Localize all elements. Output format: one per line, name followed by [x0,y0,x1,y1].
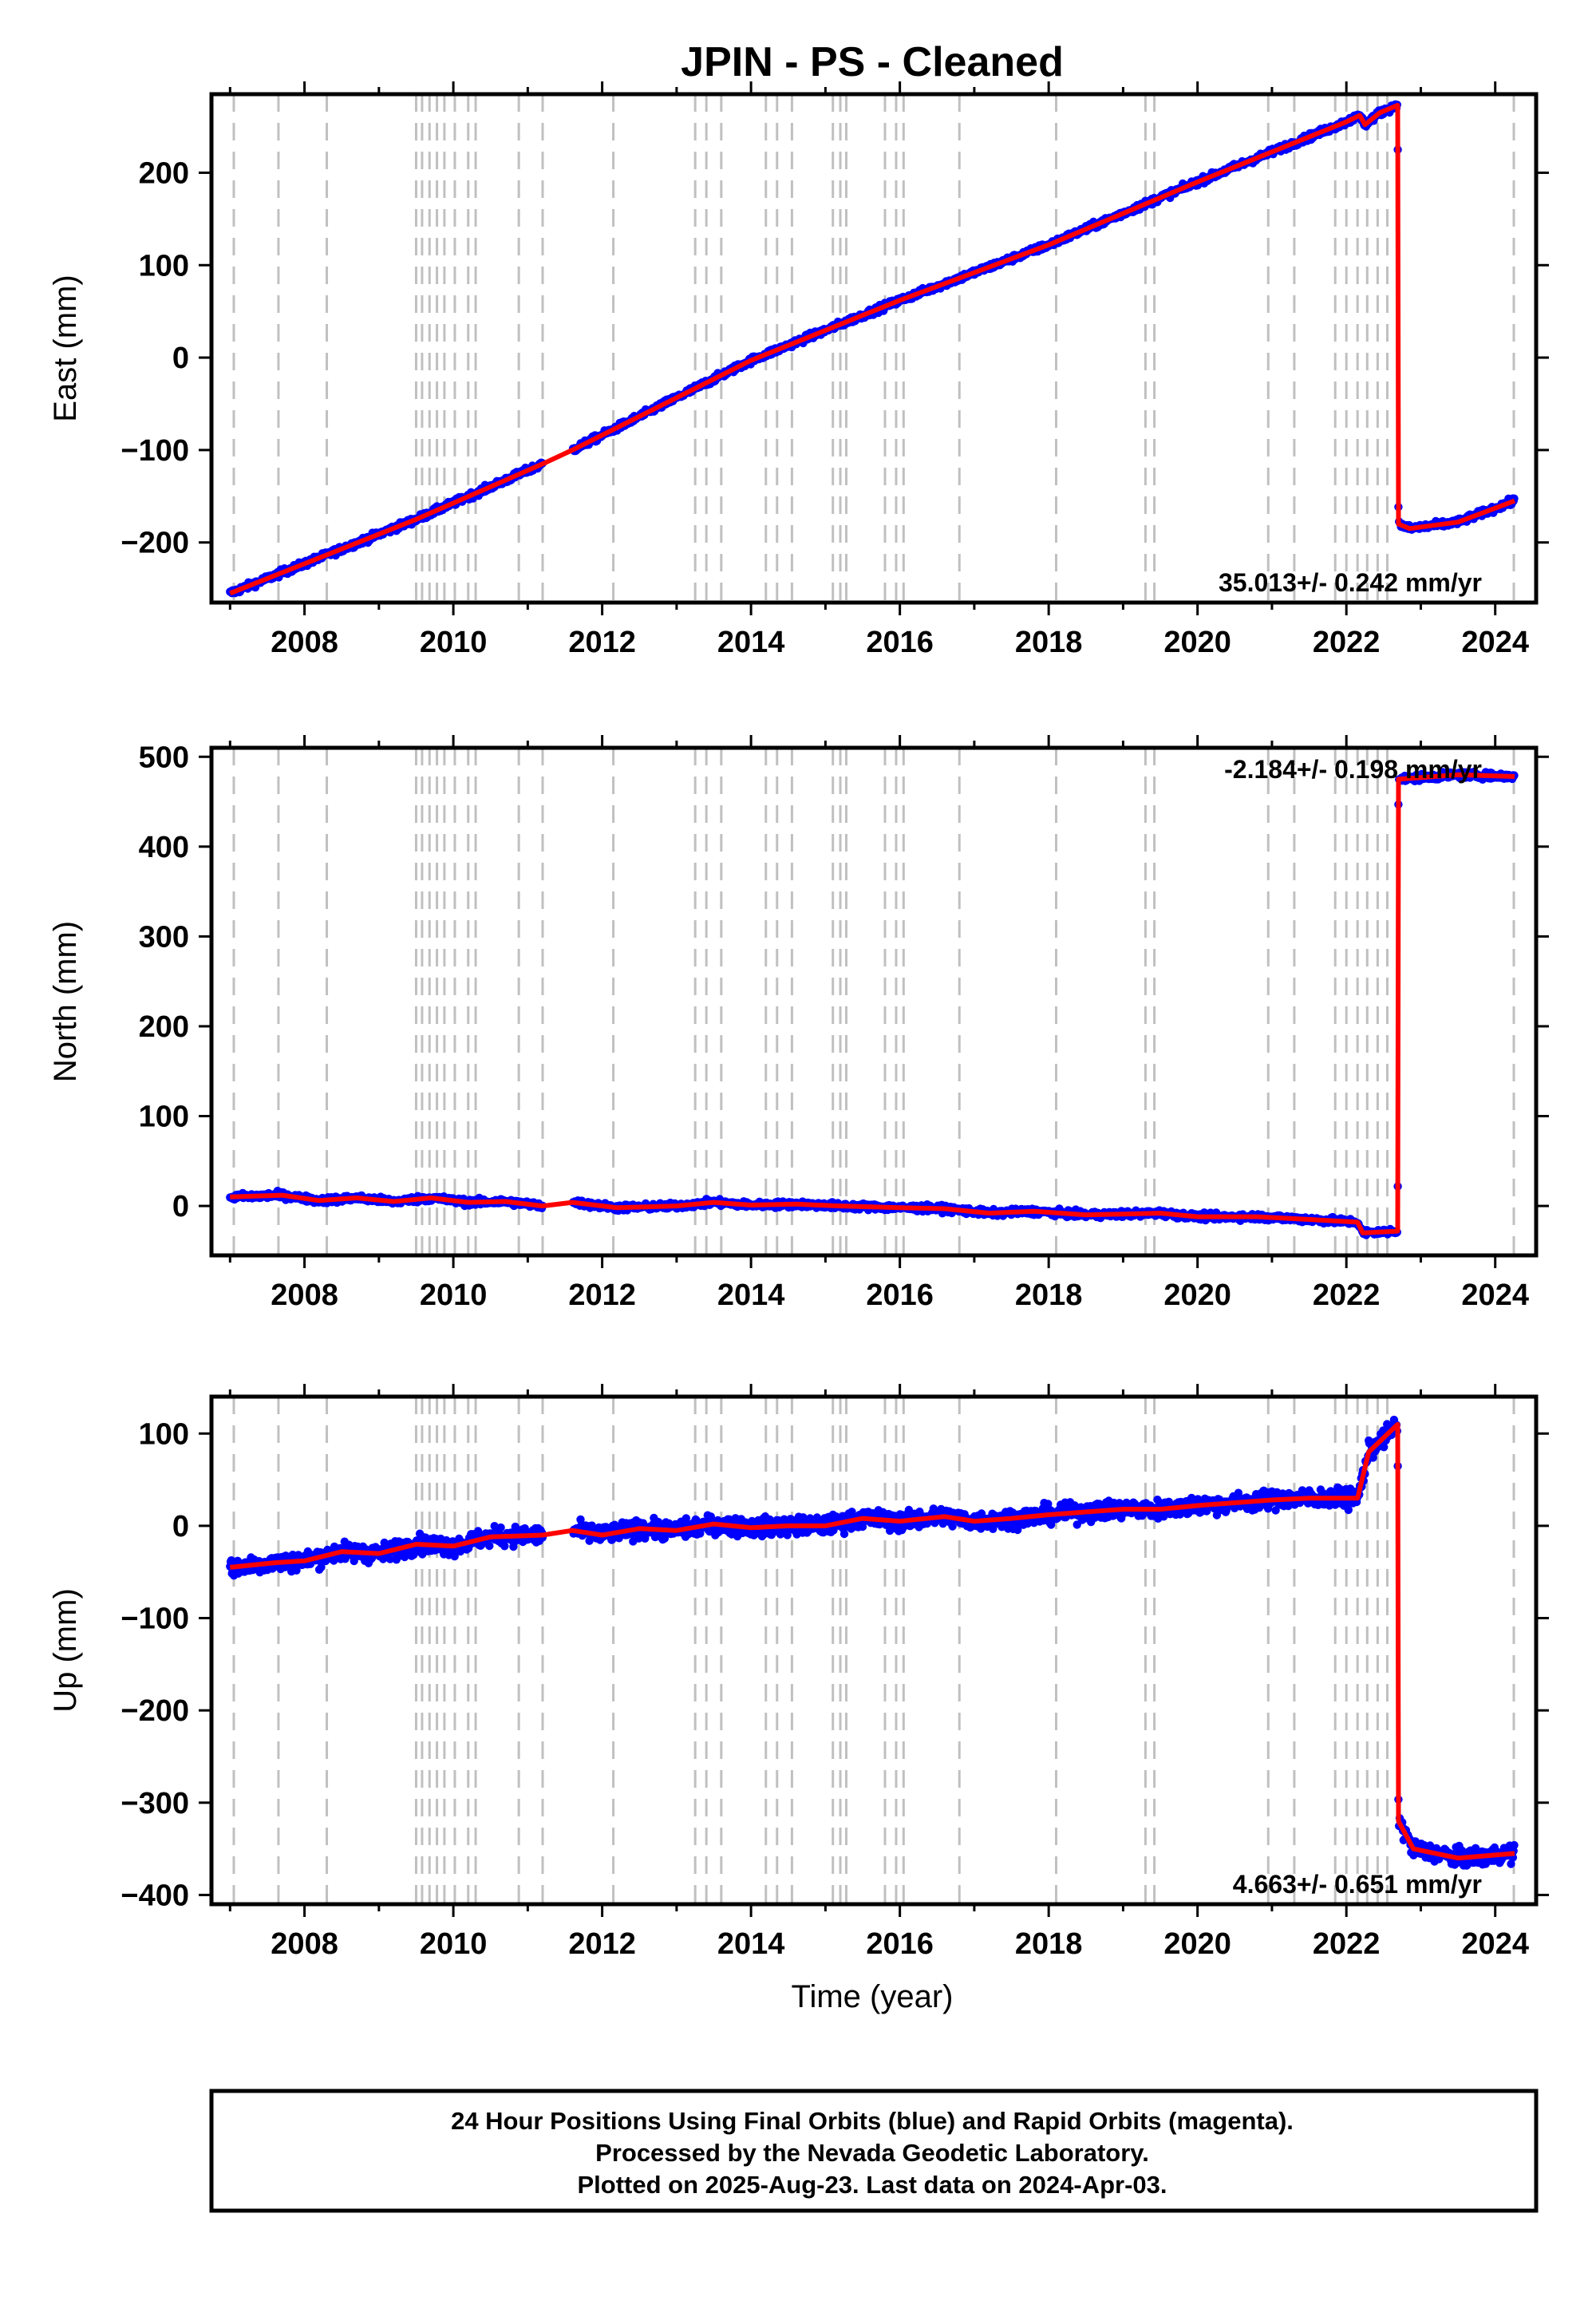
y-tick-label: 200 [139,156,189,190]
east-panel: 2008 2010 2012 2014 2016 2018 2020 2022 2024 −200… [48,81,1549,659]
event-lines [232,1397,1515,1904]
y-tick-label: 0 [172,1190,189,1223]
x-tick-label: 2016 [866,626,934,659]
north-y-axis-label: North (mm) [48,921,83,1082]
y-tick-label: 500 [139,741,189,774]
x-tick-label: 2010 [420,1279,488,1312]
north-plot-frame [209,745,1539,1258]
data-point [292,1566,301,1575]
north-points [226,767,1519,1239]
data-point [473,1527,483,1535]
data-point [576,1515,585,1524]
data-point [385,1555,395,1563]
east-y-axis-label: East (mm) [48,275,83,421]
y-tick-label: 400 [139,831,189,864]
up-points [226,1415,1519,1870]
north-panel: 2008 2010 2012 2014 2016 2018 2020 2022 2024 0 100… [48,735,1549,1312]
east-plot-frame [209,92,1539,605]
x-tick-label: 2022 [1313,626,1381,659]
data-point [496,1523,505,1532]
y-tick-label: 0 [172,342,189,375]
panels: 2008 2010 2012 2014 2016 2018 2020 2022 2024 −200… [48,81,1549,1961]
event-lines [232,94,1515,603]
x-tick-label: 2018 [1015,626,1083,659]
east-y-ticks: −200 −100 0 100 200 [120,156,1549,560]
north-y-ticks: 0 100 200 300 400 500 [139,741,1549,1223]
up-panel: 2008 2010 2012 2014 2016 2018 2020 2022 2024−400… [48,1384,1549,1961]
east-points [226,100,1519,598]
x-tick-label: 2016 [866,1279,934,1312]
y-tick-label: 300 [139,920,189,954]
y-tick-label: 100 [139,249,189,283]
north-x-ticks: 2008 2010 2012 2014 2016 2018 2020 2022 2024 [228,735,1529,1312]
x-tick-label: 2020 [1163,1279,1231,1312]
figure-title: JPIN - PS - Cleaned [681,39,1064,85]
x-tick-label: 2014 [717,626,785,659]
y-tick-label: 200 [139,1010,189,1044]
north-rate-label: -2.184+/- 0.198 mm/yr [1224,755,1482,784]
x-tick-label: 2010 [420,626,488,659]
data-point [317,1563,326,1572]
data-point [485,1541,494,1551]
east-rate-label: 35.013+/- 0.242 mm/yr [1219,568,1482,597]
x-tick-label: 2024 [1461,626,1529,659]
data-point [450,1552,459,1561]
x-tick-label: 2008 [271,1279,338,1312]
x-tick-label: 2018 [1015,1279,1083,1312]
y-tick-label: 100 [139,1101,189,1134]
data-point [587,1521,596,1530]
y-tick-label: −100 [120,434,189,468]
event-lines [232,748,1515,1255]
east-model-line [229,102,1516,596]
x-tick-label: 2012 [568,626,636,659]
y-tick-label: −200 [120,527,189,560]
x-tick-label: 2020 [1163,626,1231,659]
x-tick-label: 2008 [271,626,338,659]
x-tick-label: 2024 [1461,1279,1529,1312]
data-point [500,1542,509,1551]
x-tick-label: 2014 [717,1279,785,1312]
north-model-line [230,772,1515,1235]
x-tick-label: 2022 [1313,1279,1381,1312]
data-point [681,1514,690,1523]
east-x-ticks: 2008 2010 2012 2014 2016 2018 2020 2022 2024 [228,81,1529,659]
x-tick-label: 2012 [568,1279,636,1312]
